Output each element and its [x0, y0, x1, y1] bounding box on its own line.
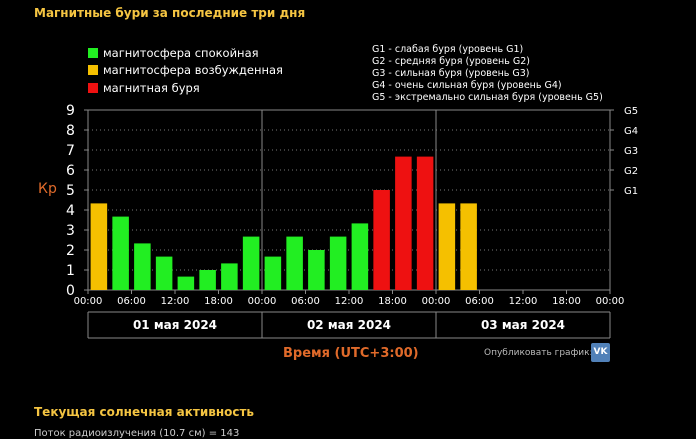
status-legend: магнитосфера спокойная магнитосфера возб…	[88, 44, 283, 97]
g-legend-g1: G1 - слабая буря (уровень G1)	[372, 44, 524, 55]
kp-bar	[286, 236, 303, 290]
legend-label-quiet: магнитосфера спокойная	[103, 45, 259, 60]
x-tick-label: 00:00	[74, 296, 103, 307]
kp-bar	[264, 256, 282, 290]
y-tick-label: 0	[66, 283, 75, 299]
x-tick-label: 18:00	[204, 296, 233, 307]
share-label: Опубликовать график:	[484, 348, 593, 358]
y-tick-label: 1	[66, 263, 75, 279]
radio-flux-text: Поток радиоизлучения (10.7 см) = 143	[34, 428, 240, 439]
legend-item-quiet: магнитосфера спокойная	[88, 44, 283, 62]
legend-swatch-quiet	[88, 47, 98, 58]
day-label-2: 02 мая 2024	[306, 318, 392, 332]
g-tick-label: G3	[624, 146, 638, 157]
y-tick-label: 7	[66, 143, 75, 159]
x-tick-label: 12:00	[335, 296, 364, 307]
kp-bar	[199, 270, 216, 290]
kp-bar	[395, 156, 412, 290]
y-tick-label: 8	[66, 123, 75, 139]
y-tick-label: 5	[66, 183, 75, 199]
kp-bar	[438, 203, 456, 290]
y-axis-label: Кр	[38, 181, 57, 197]
chart-title: Магнитные бури за последние три дня	[34, 6, 306, 20]
legend-swatch-excited	[88, 65, 98, 76]
x-tick-label: 06:00	[117, 296, 146, 307]
kp-bar	[351, 223, 369, 290]
legend-item-storm: магнитная буря	[88, 79, 283, 97]
x-tick-label: 06:00	[291, 296, 320, 307]
day-label-3: 03 мая 2024	[480, 318, 566, 332]
y-tick-label: 9	[66, 103, 75, 119]
legend-label-excited: магнитосфера возбужденная	[103, 63, 283, 78]
kp-bar	[90, 203, 108, 290]
x-tick-label: 12:00	[509, 296, 538, 307]
y-tick-label: 6	[66, 163, 75, 179]
kp-bar	[308, 250, 325, 290]
kp-bar	[177, 276, 195, 290]
plot-area	[87, 109, 611, 291]
kp-bar-chart: 0 1 2 3 4 5 6 7 8 9 G1 G2 G3 G4 G5 00:00 06:00 12:00 18:00…	[66, 103, 638, 339]
y-tick-label: 2	[66, 243, 75, 259]
x-tick-label: 00:00	[596, 296, 625, 307]
kp-bar	[416, 156, 434, 290]
g-tick-label: G2	[624, 166, 638, 177]
x-tick-label: 00:00	[422, 296, 451, 307]
y-tick-label: 4	[66, 203, 75, 219]
legend-item-excited: магнитосфера возбужденная	[88, 62, 283, 80]
g-tick-label: G1	[624, 186, 638, 197]
vk-share-icon[interactable]: VK	[591, 343, 610, 362]
x-tick-label: 18:00	[552, 296, 581, 307]
g-legend-g3: G3 - сильная буря (уровень G3)	[372, 68, 530, 79]
kp-bar	[460, 203, 477, 290]
legend-swatch-storm	[88, 82, 98, 93]
g-tick-label: G5	[624, 106, 638, 117]
g-legend-g5: G5 - экстремально сильная буря (уровень …	[372, 92, 603, 103]
kp-bar	[373, 190, 390, 290]
y-tick-label: 3	[66, 223, 75, 239]
solar-activity-title: Текущая солнечная активность	[34, 405, 255, 419]
x-axis-label: Время (UTC+3:00)	[283, 346, 419, 361]
x-tick-label: 12:00	[161, 296, 190, 307]
g-tick-label: G4	[624, 126, 638, 137]
x-tick-label: 06:00	[465, 296, 494, 307]
kp-bar	[112, 216, 129, 290]
kp-bar	[242, 236, 260, 290]
legend-label-storm: магнитная буря	[103, 80, 200, 95]
kp-bar	[155, 256, 173, 290]
kp-bar	[329, 236, 347, 290]
kp-bar	[221, 263, 238, 290]
x-tick-label: 18:00	[378, 296, 407, 307]
g-scale-legend: G1 - слабая буря (уровень G1) G2 - средн…	[372, 44, 603, 104]
g-legend-g4: G4 - очень сильная буря (уровень G4)	[372, 80, 562, 91]
kp-bar	[134, 243, 151, 290]
g-legend-g2: G2 - средняя буря (уровень G2)	[372, 56, 531, 67]
day-label-1: 01 мая 2024	[132, 318, 218, 332]
x-tick-label: 00:00	[248, 296, 277, 307]
